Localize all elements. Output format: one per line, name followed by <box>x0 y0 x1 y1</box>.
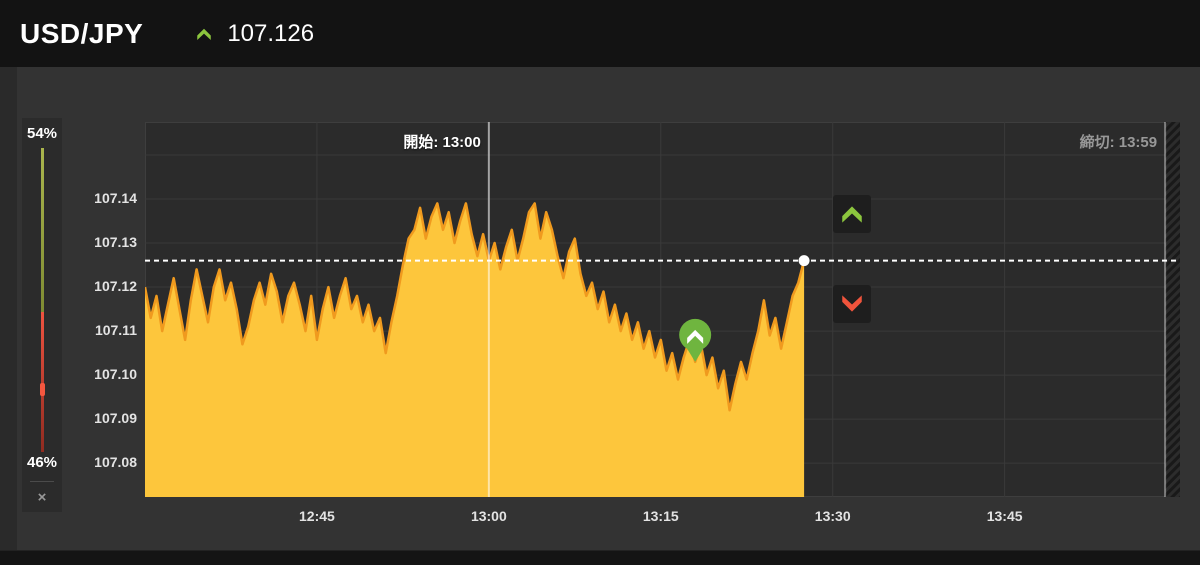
close-gauge-button[interactable]: × <box>22 486 62 508</box>
current-price-group: 107.126 <box>193 20 314 48</box>
deadline-time-label: 締切: 13:59 <box>1079 134 1158 151</box>
y-axis-label: 107.09 <box>94 410 137 427</box>
low-trade-button[interactable] <box>833 285 871 323</box>
x-axis-label: 13:00 <box>470 508 507 524</box>
left-gutter <box>0 67 17 550</box>
high-trade-button[interactable] <box>833 195 871 233</box>
high-arrow-icon <box>842 206 862 223</box>
latest-price-dot <box>798 255 810 267</box>
gauge-marker <box>40 383 45 396</box>
high-percent-label: 54% <box>26 125 58 142</box>
price-area-series <box>145 203 805 497</box>
y-axis-label: 107.14 <box>94 190 137 207</box>
x-axis-label: 12:45 <box>299 508 335 524</box>
x-axis-label: 13:15 <box>642 508 679 524</box>
y-axis-label: 107.11 <box>94 322 137 339</box>
low-percent-label: 46% <box>26 454 58 471</box>
pair-title: USD/JPY <box>20 17 144 49</box>
start-time-label: 開始: 13:00 <box>403 134 481 151</box>
y-axis-label: 107.13 <box>94 234 137 251</box>
header: USD/JPY 107.126 <box>0 0 1200 67</box>
y-axis-label: 107.08 <box>94 454 137 471</box>
gauge-divider <box>30 481 54 482</box>
trend-up-icon <box>197 28 212 40</box>
y-axis-label: 107.12 <box>94 278 137 295</box>
gauge-low-segment <box>41 312 44 452</box>
y-axis-label: 107.10 <box>94 366 137 383</box>
expiry-zone <box>1165 122 1180 497</box>
x-axis-label: 13:45 <box>986 508 1023 524</box>
price-chart-canvas[interactable] <box>145 122 1180 497</box>
chart-region: 107.14 107.13 107.12 107.11 107.10 107.09 107.… <box>94 122 1180 565</box>
current-price: 107.126 <box>227 19 315 47</box>
sentiment-gauge <box>40 148 45 452</box>
sentiment-gauge-panel: 54% 46% × <box>22 118 62 512</box>
low-arrow-icon <box>842 295 862 312</box>
price-chart-plot[interactable] <box>145 122 1180 497</box>
gauge-high-segment <box>41 148 44 312</box>
entry-pin-marker <box>679 318 712 362</box>
footer-bar <box>0 550 1200 565</box>
x-axis-label: 13:30 <box>814 508 851 524</box>
